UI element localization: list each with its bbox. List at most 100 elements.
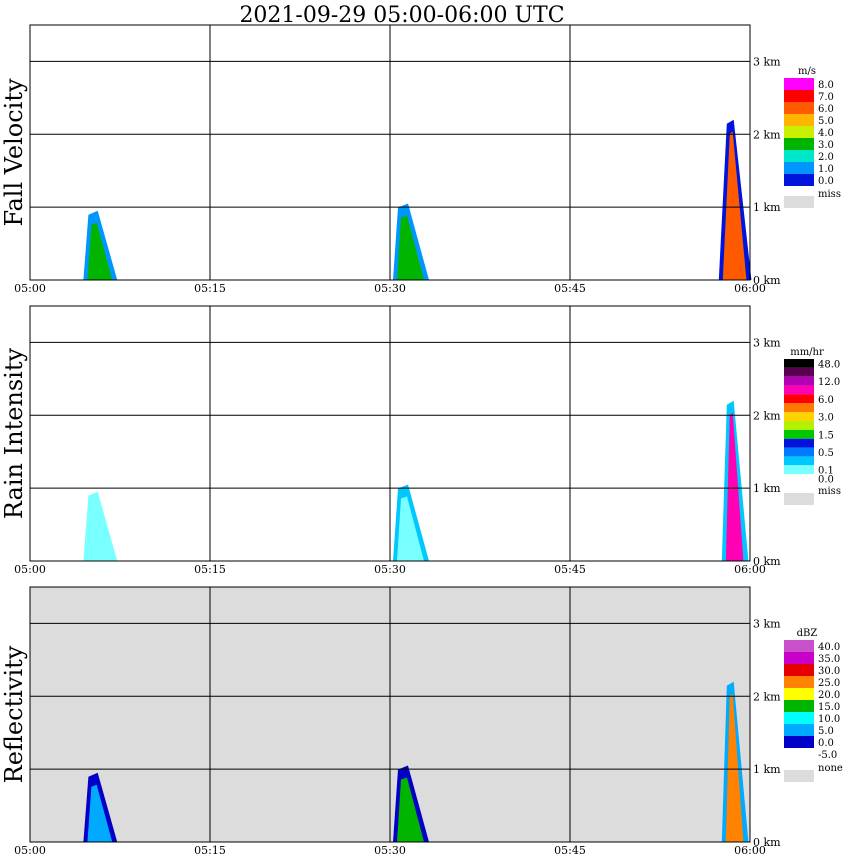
- legend-swatch: [784, 359, 814, 368]
- legend-label: 6.0: [818, 395, 834, 406]
- legend-label: 0.0: [818, 475, 834, 486]
- panel-1: 0 km 1 km 2 km 3 km 05:00 05:15 05:30 05:45 06:0…: [0, 24, 841, 295]
- legend-swatch: [784, 748, 814, 760]
- height-tick-label: 3 km: [753, 336, 781, 349]
- panel-title: Fall Velocity: [0, 78, 28, 227]
- legend-swatch: [784, 403, 814, 413]
- time-tick-label: 05:30: [374, 563, 406, 576]
- echo-core: [722, 131, 747, 280]
- legend-label: 30.0: [818, 666, 840, 677]
- legend-label: 20.0: [818, 690, 840, 701]
- legend-label: 3.0: [818, 140, 834, 151]
- echo-core: [87, 222, 113, 280]
- echo-core: [87, 784, 113, 842]
- height-tick-label: 2 km: [753, 128, 781, 141]
- height-tick-label: 1 km: [753, 482, 781, 495]
- plot-frame: [29, 305, 751, 562]
- time-tick-label: 05:45: [554, 282, 586, 295]
- legend-swatch: [784, 150, 814, 162]
- legend-label: 2.0: [818, 152, 834, 163]
- legend-swatch: [784, 90, 814, 102]
- legend-label: 12.0: [818, 377, 840, 388]
- height-tick-label: 0 km: [753, 836, 781, 849]
- legend-swatch: [784, 438, 814, 448]
- legend-label: 6.0: [818, 104, 834, 115]
- legend-swatch: [784, 385, 814, 395]
- legend-swatch: [784, 652, 814, 664]
- height-tick-label: 1 km: [753, 201, 781, 214]
- legend-label: 40.0: [818, 642, 840, 653]
- panel-2: 0 km 1 km 2 km 3 km 05:00 05:15 05:30 05:45 06:0…: [0, 305, 841, 576]
- legend-label: 5.0: [818, 726, 834, 737]
- legend-label: 5.0: [818, 116, 834, 127]
- legend-swatch: [784, 367, 814, 377]
- echo-core: [87, 503, 113, 561]
- legend-swatch: [784, 664, 814, 676]
- panel-title: Reflectivity: [0, 645, 28, 783]
- legend-swatch: [784, 114, 814, 126]
- legend-swatch: [784, 465, 814, 475]
- legend-swatch: [784, 688, 814, 700]
- legend-label: 8.0: [818, 80, 834, 91]
- time-tick-label: 05:00: [14, 282, 46, 295]
- legend-unit: mm/hr: [790, 347, 824, 358]
- time-tick-label: 05:15: [194, 844, 226, 857]
- time-tick-label: 06:00: [734, 282, 766, 295]
- time-tick-label: 05:45: [554, 563, 586, 576]
- legend-label: 48.0: [818, 359, 840, 370]
- legend-label: 0.1: [818, 466, 834, 477]
- legend-swatch: [784, 162, 814, 174]
- time-tick-label: 06:00: [734, 563, 766, 576]
- legend-swatch: [784, 126, 814, 138]
- legend-swatch: [784, 640, 814, 652]
- time-tick-label: 05:30: [374, 844, 406, 857]
- legend-label: 10.0: [818, 714, 840, 725]
- panel-3: 0 km 1 km 2 km 3 km 05:00 05:15 05:30 05:45 06:0…: [0, 586, 843, 857]
- legend-label: 0.5: [818, 448, 834, 459]
- legend-swatch: [784, 700, 814, 712]
- legend-swatch: [784, 78, 814, 90]
- time-tick-label: 05:30: [374, 282, 406, 295]
- legend-missing-label: none: [818, 763, 843, 774]
- legend-missing-label: miss: [818, 486, 841, 497]
- figure-title: 2021-09-29 05:00-06:00 UTC: [239, 3, 564, 28]
- legend-swatch: [784, 724, 814, 736]
- legend-label: 1.0: [818, 164, 834, 175]
- echo-core: [397, 215, 424, 280]
- panel-title: Rain Intensity: [0, 348, 28, 520]
- legend-swatch: [784, 138, 814, 150]
- echo-core: [397, 777, 424, 842]
- legend-unit: m/s: [798, 66, 816, 77]
- plot-frame: [29, 586, 751, 843]
- height-tick-label: 2 km: [753, 690, 781, 703]
- height-tick-label: 0 km: [753, 555, 781, 568]
- legend-label: 4.0: [818, 128, 834, 139]
- plot-frame: [29, 24, 751, 281]
- legend-swatch: [784, 376, 814, 386]
- legend-label: 3.0: [818, 413, 834, 424]
- legend-swatch: [784, 102, 814, 114]
- legend-label: 7.0: [818, 92, 834, 103]
- time-tick-label: 06:00: [734, 844, 766, 857]
- legend-unit: dBZ: [797, 628, 818, 639]
- legend-swatch: [784, 736, 814, 748]
- echo-core: [725, 412, 744, 561]
- legend-label: 0.0: [818, 176, 834, 187]
- time-tick-label: 05:00: [14, 844, 46, 857]
- time-tick-label: 05:15: [194, 563, 226, 576]
- legend-missing-swatch: [784, 196, 814, 208]
- time-tick-label: 05:00: [14, 563, 46, 576]
- time-tick-label: 05:45: [554, 844, 586, 857]
- legend-label: -5.0: [818, 750, 837, 761]
- time-tick-label: 05:15: [194, 282, 226, 295]
- legend-swatch: [784, 429, 814, 439]
- legend-label: 15.0: [818, 702, 840, 713]
- legend-missing-label: miss: [818, 189, 841, 200]
- legend-swatch: [784, 676, 814, 688]
- legend-label: 0.0: [818, 738, 834, 749]
- legend-swatch: [784, 394, 814, 404]
- echo-core: [725, 693, 744, 842]
- echo-core: [397, 496, 424, 561]
- legend-swatch: [784, 456, 814, 466]
